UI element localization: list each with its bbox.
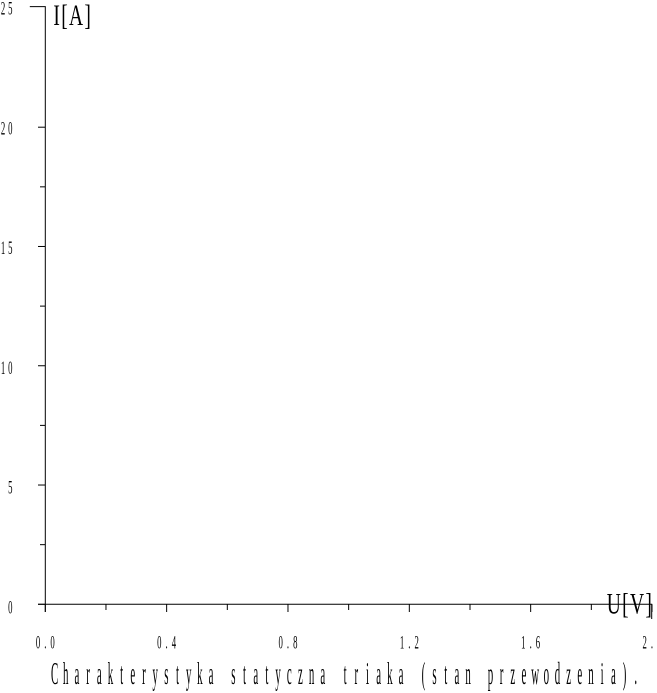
svg-text:s: s — [231, 657, 235, 692]
svg-text:5: 5 — [8, 239, 12, 260]
svg-text:.: . — [651, 633, 653, 654]
svg-text:a: a — [399, 657, 404, 692]
svg-text:t: t — [176, 657, 179, 692]
svg-text:0: 0 — [8, 598, 12, 619]
svg-text:r: r — [500, 657, 504, 692]
svg-text:c: c — [287, 657, 292, 692]
svg-text:r: r — [142, 657, 146, 692]
svg-text:a: a — [97, 657, 102, 692]
svg-text:1: 1 — [400, 633, 404, 654]
svg-text:w: w — [531, 657, 539, 692]
svg-text:.: . — [44, 633, 46, 654]
svg-text:z: z — [566, 657, 571, 692]
svg-text:k: k — [108, 657, 113, 692]
svg-text:.: . — [634, 657, 637, 692]
svg-text:4: 4 — [172, 633, 177, 654]
svg-text:i: i — [366, 657, 369, 692]
svg-text:I[A]: I[A] — [53, 0, 92, 32]
svg-text:o: o — [544, 657, 549, 692]
svg-text:2: 2 — [1, 0, 5, 20]
svg-text:8: 8 — [293, 633, 297, 654]
svg-text:a: a — [75, 657, 80, 692]
svg-text:0: 0 — [8, 358, 12, 379]
svg-text:a: a — [611, 657, 616, 692]
svg-text:p: p — [488, 657, 493, 692]
svg-text:a: a — [376, 657, 381, 692]
svg-text:.: . — [166, 633, 168, 654]
svg-text:1: 1 — [1, 239, 5, 260]
svg-text:a: a — [454, 657, 459, 692]
svg-text:n: n — [309, 657, 314, 692]
svg-text:1: 1 — [1, 358, 5, 379]
svg-text:.: . — [287, 633, 289, 654]
svg-text:0: 0 — [157, 633, 161, 654]
svg-text:t: t — [120, 657, 123, 692]
svg-text:z: z — [510, 657, 515, 692]
svg-text:0: 0 — [8, 119, 12, 140]
svg-text:0: 0 — [278, 633, 282, 654]
svg-text:t: t — [444, 657, 447, 692]
svg-text:C: C — [51, 657, 58, 692]
svg-text:z: z — [298, 657, 303, 692]
svg-text:.: . — [530, 633, 532, 654]
svg-text:5: 5 — [8, 478, 12, 499]
svg-text:h: h — [63, 657, 68, 692]
svg-text:y: y — [275, 657, 280, 692]
svg-text:1: 1 — [521, 633, 525, 654]
svg-text:y: y — [186, 657, 191, 692]
svg-text:e: e — [577, 657, 582, 692]
svg-text:6: 6 — [536, 633, 540, 654]
svg-text:0: 0 — [50, 633, 54, 654]
svg-text:2: 2 — [643, 633, 647, 654]
svg-text:t: t — [243, 657, 246, 692]
svg-text:e: e — [130, 657, 135, 692]
svg-text:): ) — [623, 657, 627, 692]
svg-text:(: ( — [422, 657, 426, 692]
svg-text:.: . — [408, 633, 410, 654]
svg-text:s: s — [432, 657, 436, 692]
svg-text:n: n — [465, 657, 470, 692]
svg-text:t: t — [265, 657, 268, 692]
svg-text:d: d — [555, 657, 560, 692]
svg-text:0: 0 — [36, 633, 40, 654]
svg-text:a: a — [209, 657, 214, 692]
svg-text:2: 2 — [1, 119, 5, 140]
svg-text:a: a — [253, 657, 258, 692]
svg-text:s: s — [164, 657, 168, 692]
svg-text:a: a — [320, 657, 325, 692]
svg-text:y: y — [152, 657, 157, 692]
svg-text:U[V]: U[V] — [607, 587, 653, 620]
svg-text:r: r — [86, 657, 90, 692]
svg-text:k: k — [197, 657, 202, 692]
svg-text:r: r — [355, 657, 359, 692]
svg-text:t: t — [344, 657, 347, 692]
svg-text:e: e — [522, 657, 527, 692]
svg-text:2: 2 — [414, 633, 418, 654]
svg-text:k: k — [387, 657, 392, 692]
svg-text:n: n — [588, 657, 593, 692]
svg-text:i: i — [601, 657, 604, 692]
svg-text:5: 5 — [8, 0, 12, 20]
